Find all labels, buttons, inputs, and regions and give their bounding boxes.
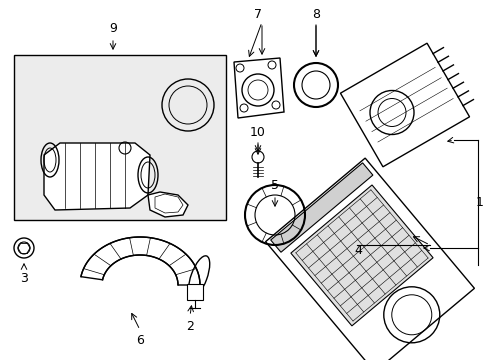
Polygon shape <box>265 158 473 360</box>
Text: 5: 5 <box>270 179 279 192</box>
Polygon shape <box>155 194 183 213</box>
Polygon shape <box>148 192 187 217</box>
Polygon shape <box>44 143 150 210</box>
Bar <box>14 55 225 220</box>
Text: 2: 2 <box>185 320 194 333</box>
Text: 7: 7 <box>253 8 262 21</box>
Text: 1: 1 <box>475 195 483 208</box>
Polygon shape <box>290 185 432 326</box>
Polygon shape <box>340 43 468 167</box>
Text: 6: 6 <box>136 333 143 346</box>
Text: 10: 10 <box>249 126 265 139</box>
Text: 9: 9 <box>109 22 117 35</box>
Polygon shape <box>186 284 203 300</box>
Polygon shape <box>234 58 284 118</box>
Polygon shape <box>81 237 200 285</box>
Text: 8: 8 <box>311 8 319 21</box>
Polygon shape <box>270 163 372 252</box>
Text: 3: 3 <box>20 271 28 284</box>
Text: 4: 4 <box>353 243 361 257</box>
